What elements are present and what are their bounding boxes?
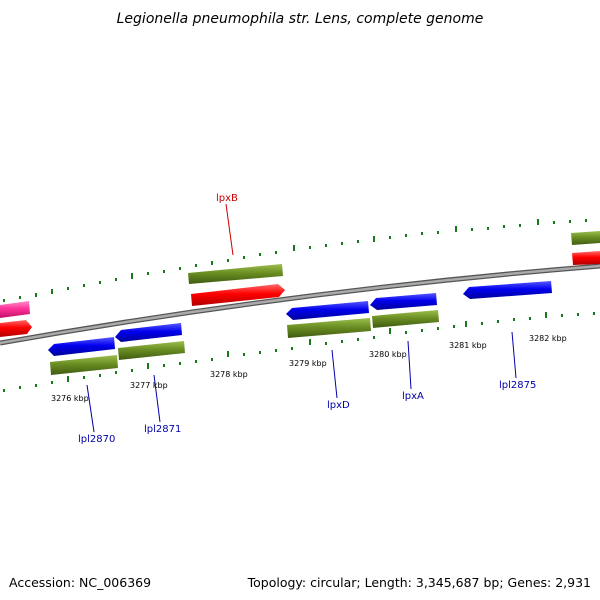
genome-summary-text: Topology: circular; Length: 3,345,687 bp… xyxy=(247,575,591,590)
gene-forward-right[interactable] xyxy=(572,251,600,265)
inner-tick-row xyxy=(3,312,595,392)
label-leaders xyxy=(86,203,517,433)
gene-lpl2870[interactable] xyxy=(48,337,115,356)
cds-feature[interactable] xyxy=(287,318,371,338)
gene-lpxD[interactable] xyxy=(286,301,369,320)
cds-feature[interactable] xyxy=(118,341,185,360)
feature-row-lower-green xyxy=(50,310,439,375)
scale-label: 3278 kbp xyxy=(210,370,248,379)
scale-label: 3280 kbp xyxy=(369,350,407,359)
forward-strand-genes xyxy=(0,251,600,337)
gene-lpxB[interactable] xyxy=(191,284,285,306)
gene-lpl2871[interactable] xyxy=(115,323,182,342)
accession-text: Accession: NC_006369 xyxy=(9,575,151,590)
gene-labels: lpxB lpl2870 lpl2871 lpxD lpxA lpl2875 xyxy=(78,193,536,445)
cds-feature[interactable] xyxy=(188,264,283,284)
cds-feature[interactable] xyxy=(571,231,600,245)
gene-lpxA[interactable] xyxy=(370,293,437,310)
gene-lpl2875[interactable] xyxy=(463,281,552,299)
scale-label: 3276 kbp xyxy=(51,394,89,403)
feature-pink[interactable] xyxy=(0,301,30,318)
gene-forward-left[interactable] xyxy=(0,320,32,337)
scale-label: 3279 kbp xyxy=(289,359,327,368)
gene-label-lpl2875[interactable]: lpl2875 xyxy=(499,380,536,391)
gene-label-lpxA[interactable]: lpxA xyxy=(402,391,424,402)
gene-label-lpl2870[interactable]: lpl2870 xyxy=(78,434,115,445)
gene-label-lpxD[interactable]: lpxD xyxy=(327,400,350,411)
scale-label: 3282 kbp xyxy=(529,334,567,343)
feature-row-upper-green xyxy=(188,231,600,284)
scale-label: 3281 kbp xyxy=(449,341,487,350)
outer-tick-row xyxy=(3,219,587,302)
scale-label: 3277 kbp xyxy=(130,381,168,390)
gene-label-lpxB[interactable]: lpxB xyxy=(216,193,238,204)
cds-feature[interactable] xyxy=(372,310,439,328)
cds-feature[interactable] xyxy=(50,355,118,375)
scale-labels: 3276 kbp 3277 kbp 3278 kbp 3279 kbp 3280… xyxy=(51,334,567,403)
reverse-strand-genes xyxy=(48,281,552,356)
gene-label-lpl2871[interactable]: lpl2871 xyxy=(144,424,181,435)
map-title: Legionella pneumophila str. Lens, comple… xyxy=(117,11,484,27)
